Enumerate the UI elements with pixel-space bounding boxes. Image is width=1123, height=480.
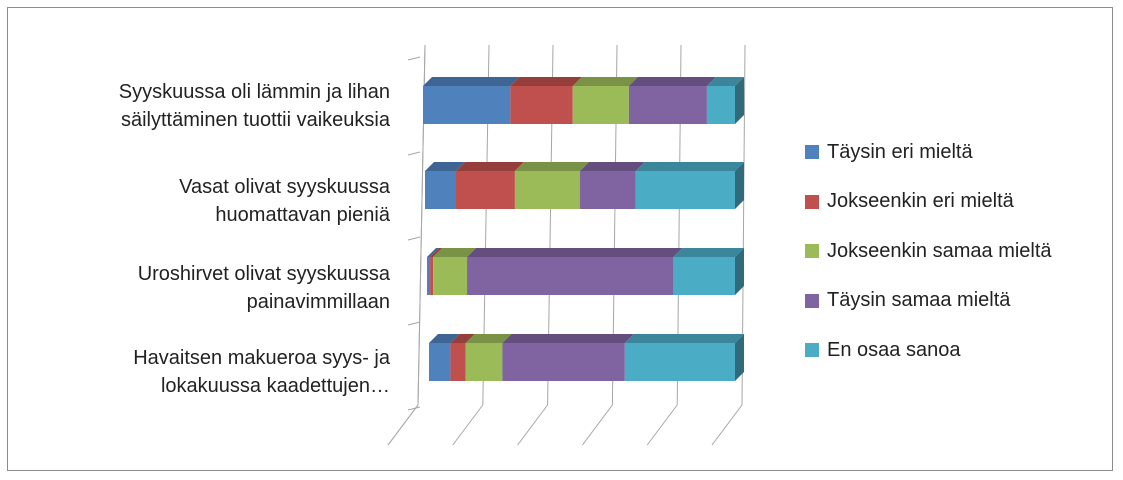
bar-segment [430, 257, 434, 295]
bar-segment [502, 343, 625, 381]
category-label-line: Vasat olivat syyskuussa [179, 176, 390, 198]
bar-side [735, 162, 744, 209]
bar-segment [580, 171, 636, 209]
category-tick [407, 406, 421, 411]
bar-segment-top [628, 77, 716, 86]
gridline-floor [646, 404, 678, 446]
bar-segment-top [467, 248, 683, 257]
bar-segment [510, 86, 573, 124]
legend: Täysin eri mieltä Jokseenkin eri mieltä Jo… [805, 140, 1052, 388]
legend-label: Jokseenkin samaa mieltä [827, 239, 1052, 262]
bar-side [735, 77, 744, 124]
bar-segment-top [514, 162, 589, 171]
legend-item: En osaa sanoa [805, 338, 1052, 362]
legend-label: Jokseenkin eri mieltä [827, 190, 1014, 212]
category-label-line: Uroshirvet olivat syyskuussa [137, 263, 390, 285]
bar-segment [628, 86, 707, 124]
legend-swatch [805, 343, 819, 357]
bar-segment [465, 343, 503, 381]
gridline-floor [517, 404, 548, 446]
bar-side [735, 334, 744, 381]
legend-swatch [805, 293, 819, 308]
bar-segment [673, 257, 735, 295]
bar-segment-top [429, 334, 460, 343]
bar-segment-top [673, 248, 744, 257]
bar-segment-top [425, 162, 465, 171]
bar-segment [423, 86, 511, 124]
category-label: Vasat olivat syyskuussa huomattavan pieni… [179, 173, 390, 229]
bar-segment [572, 86, 629, 124]
bar-segment [456, 171, 515, 209]
category-label-line: säilyttäminen tuottii vaikeuksia [120, 109, 390, 131]
bar-segment-top [624, 334, 744, 343]
category-tick [407, 236, 421, 241]
category-tick [407, 151, 421, 156]
bar-segment [433, 257, 468, 295]
bar-segment-top [502, 334, 634, 343]
category-tick [407, 56, 421, 61]
legend-label: Täysin eri mieltä [827, 140, 973, 163]
bar-segment-top [423, 77, 520, 86]
category-label-line: Havaitsen makueroa syys- ja [133, 347, 390, 369]
legend-item: Jokseenkin eri mieltä [805, 190, 1052, 214]
bar-segment [427, 257, 431, 295]
bar-segment-top [465, 334, 512, 343]
category-label-line: lokakuussa kaadettujen… [160, 375, 390, 397]
bar-segment-top [450, 334, 475, 343]
bar-segment-top [430, 248, 443, 257]
category-label-line: huomattavan pieniä [215, 204, 390, 226]
bar-segment-top [456, 162, 524, 171]
bar-segment-top [433, 248, 477, 257]
legend-label: En osaa sanoa [827, 338, 961, 361]
bar-segment [425, 171, 456, 209]
gridline-floor [452, 404, 484, 446]
category-label-line: Syyskuussa oli lämmin ja lihan [118, 81, 390, 103]
gridline-floor [582, 404, 613, 446]
bar-segment [429, 343, 451, 381]
legend-item: Täysin samaa mieltä [805, 289, 1052, 313]
gridline-floor [711, 404, 743, 446]
bar-segment [450, 343, 466, 381]
bar-segment [514, 171, 580, 209]
legend-swatch [805, 194, 819, 209]
legend-label: Täysin samaa mieltä [827, 289, 1011, 311]
legend-swatch [805, 145, 819, 159]
category-label: Uroshirvet olivat syyskuussa painavimmill… [138, 260, 390, 316]
bar-segment [706, 86, 735, 124]
bar-segment-top [572, 77, 638, 86]
floor-left-edge [387, 404, 419, 446]
bar-segment-top [427, 248, 440, 257]
bar-segment-top [510, 77, 582, 86]
bar-segment [467, 257, 674, 295]
category-label-line: painavimmillaan [246, 291, 390, 313]
legend-item: Jokseenkin samaa mieltä [805, 239, 1052, 263]
legend-item: Täysin eri mieltä [805, 140, 1052, 164]
bar-segment-top [635, 162, 744, 171]
category-label: Syyskuussa oli lämmin ja lihan säilyttämi… [119, 78, 390, 134]
bar-segment [635, 171, 735, 209]
category-tick [407, 321, 421, 326]
bar-side [735, 248, 744, 295]
category-label: Havaitsen makueroa syys- ja lokakuussa ka… [133, 344, 390, 400]
legend-swatch [805, 244, 819, 258]
bar-segment-top [706, 77, 744, 86]
bar-segment [624, 343, 735, 381]
bar-segment-top [580, 162, 645, 171]
